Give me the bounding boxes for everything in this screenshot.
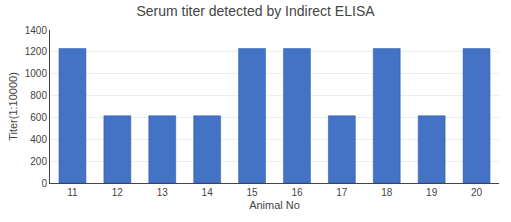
svg-text:Animal No: Animal No bbox=[249, 199, 300, 211]
svg-text:11: 11 bbox=[67, 187, 78, 198]
svg-text:800: 800 bbox=[30, 90, 47, 101]
svg-text:13: 13 bbox=[157, 187, 169, 198]
svg-text:16: 16 bbox=[291, 187, 303, 198]
svg-text:1400: 1400 bbox=[25, 25, 48, 36]
svg-text:0: 0 bbox=[41, 178, 47, 189]
svg-text:400: 400 bbox=[30, 134, 47, 145]
svg-text:12: 12 bbox=[112, 187, 124, 198]
svg-text:19: 19 bbox=[426, 187, 438, 198]
svg-text:18: 18 bbox=[381, 187, 393, 198]
svg-text:20: 20 bbox=[471, 187, 483, 198]
svg-text:Serum titer detected by Indire: Serum titer detected by Indirect ELISA bbox=[136, 3, 375, 19]
svg-text:1000: 1000 bbox=[25, 68, 48, 79]
svg-text:14: 14 bbox=[202, 187, 214, 198]
svg-text:1200: 1200 bbox=[25, 46, 48, 57]
svg-text:Titer(1:10000): Titer(1:10000) bbox=[7, 72, 19, 141]
svg-text:200: 200 bbox=[30, 156, 47, 167]
svg-text:15: 15 bbox=[246, 187, 258, 198]
svg-text:600: 600 bbox=[30, 112, 47, 123]
svg-text:17: 17 bbox=[336, 187, 348, 198]
